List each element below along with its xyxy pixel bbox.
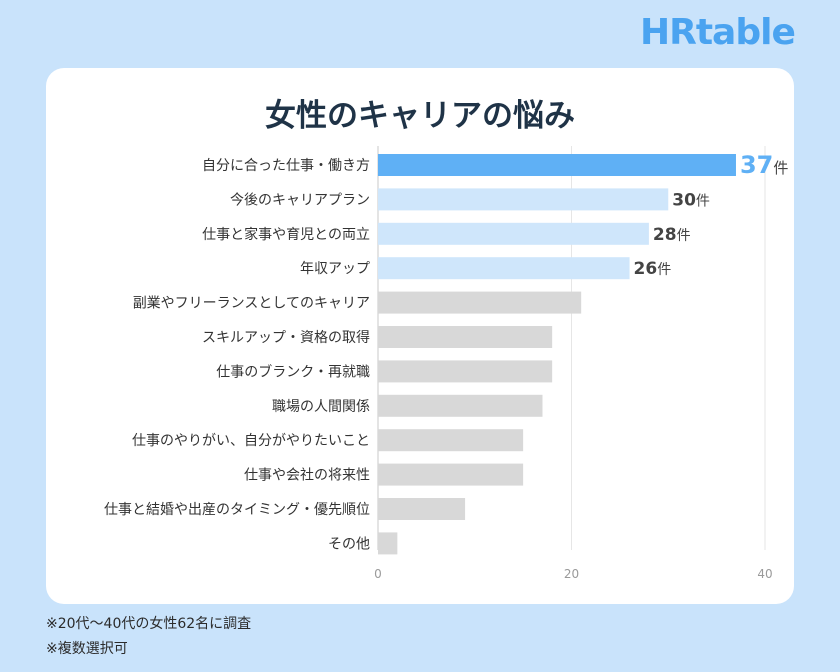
category-label: 仕事のブランク・再就職 <box>216 363 370 380</box>
hrtable-logo: HRtable <box>640 12 796 53</box>
category-label: 職場の人間関係 <box>272 399 370 415</box>
category-label: スキルアップ・資格の取得 <box>202 329 370 346</box>
data-label: 28件 <box>653 225 691 245</box>
x-tick-label: 0 <box>374 567 382 581</box>
category-label: 今後のキャリアプラン <box>230 192 370 208</box>
category-label: その他 <box>328 536 370 552</box>
bar <box>378 188 669 211</box>
bar <box>378 154 736 176</box>
category-label: 仕事と結婚や出産のタイミング・優先順位 <box>104 502 370 518</box>
bar <box>378 360 553 383</box>
category-label: 副業やフリーランスとしてのキャリア <box>133 296 370 312</box>
bar <box>378 257 630 280</box>
footnotes: ※20代〜40代の女性62名に調査 ※複数選択可 <box>46 612 251 662</box>
bar <box>378 326 553 348</box>
category-label: 年収アップ <box>300 261 370 277</box>
category-label: 仕事のやりがい、自分がやりたいこと <box>132 433 370 449</box>
data-label: 37件 <box>740 151 788 179</box>
category-label: 仕事と家事や育児との両立 <box>202 226 370 243</box>
footnote-survey: ※20代〜40代の女性62名に調査 <box>46 616 252 632</box>
category-label: 仕事や会社の将来性 <box>244 468 370 484</box>
bar <box>378 291 582 314</box>
bar <box>378 532 398 555</box>
x-tick-label: 20 <box>564 567 579 581</box>
x-tick-label: 40 <box>757 567 772 581</box>
data-label: 26件 <box>634 259 672 279</box>
bar <box>378 429 524 452</box>
data-label: 30件 <box>672 190 710 210</box>
bar <box>378 498 466 520</box>
bar <box>378 463 524 486</box>
bar <box>378 222 649 245</box>
category-label: 自分に合った仕事・働き方 <box>202 158 370 174</box>
chart-title: 女性のキャリアの悩み <box>265 98 575 134</box>
bar <box>378 394 543 417</box>
footnote-multiple-choice: ※複数選択可 <box>46 641 128 657</box>
